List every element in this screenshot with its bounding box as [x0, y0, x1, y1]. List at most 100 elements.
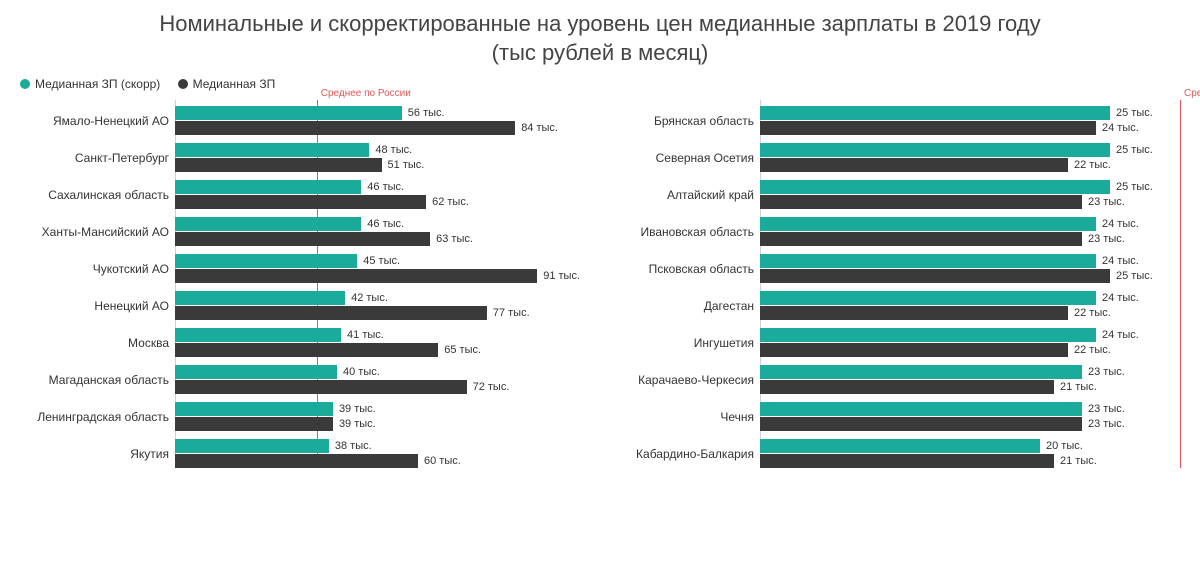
bar-wrap-series1: 24 тыс.	[760, 254, 1180, 268]
bar-wrap-series2: 22 тыс.	[760, 306, 1180, 320]
bar-value-series2: 84 тыс.	[521, 122, 558, 134]
bar-series1	[175, 180, 361, 194]
bars-cell: 24 тыс. 25 тыс.	[760, 254, 1180, 283]
bars-cell: 23 тыс.23 тыс.	[760, 402, 1180, 431]
chart-row: Дагестан24 тыс.22 тыс.	[620, 291, 1180, 320]
bar-value-series2: 22 тыс.	[1074, 344, 1111, 356]
bar-value-series1: 46 тыс.	[367, 181, 404, 193]
bar-series2	[175, 121, 515, 135]
legend-swatch-series2	[178, 79, 188, 89]
bar-wrap-series1: 25 тыс.	[760, 180, 1180, 194]
chart-row: Магаданская область40 тыс.72 тыс.	[20, 365, 580, 394]
row-label: Ингушетия	[620, 336, 760, 350]
bar-series2	[175, 454, 418, 468]
bar-series2	[175, 306, 487, 320]
bar-series1	[760, 365, 1082, 379]
bar-wrap-series1: 25 тыс.	[760, 106, 1180, 120]
row-label: Сахалинская область	[20, 188, 175, 202]
bar-wrap-series2: 21 тыс.	[760, 454, 1180, 468]
title-line1: Номинальные и скорректированные на урове…	[159, 11, 1040, 36]
bar-value-series2: 51 тыс.	[388, 159, 425, 171]
row-label: Ненецкий АО	[20, 299, 175, 313]
bar-series2	[175, 417, 333, 431]
chart-row: Ингушетия24 тыс. 22 тыс.	[620, 328, 1180, 357]
reference-line	[1180, 100, 1181, 468]
bars-cell: 24 тыс. 22 тыс.	[760, 291, 1180, 320]
bars-cell: 38 тыс.60 тыс.	[175, 439, 580, 468]
row-label: Ивановская область	[620, 225, 760, 239]
row-label: Москва	[20, 336, 175, 350]
bar-value-series2: 22 тыс.	[1074, 159, 1111, 171]
bar-value-series1: 25 тыс.	[1116, 144, 1153, 156]
bar-series2	[175, 269, 537, 283]
row-label: Кабардино-Балкария	[620, 447, 760, 461]
bar-value-series2: 62 тыс.	[432, 196, 469, 208]
rows: Среднее по РоссииЯмало-Ненецкий АО56 тыс…	[20, 100, 580, 468]
bar-wrap-series2: 25 тыс.	[760, 269, 1180, 283]
bar-series1	[760, 402, 1082, 416]
bar-value-series2: 21 тыс.	[1060, 455, 1097, 467]
bar-series1	[175, 106, 402, 120]
bar-value-series1: 24 тыс.	[1102, 292, 1139, 304]
bar-series2	[175, 232, 430, 246]
bar-wrap-series2: 23 тыс.	[760, 417, 1180, 431]
bar-value-series2: 23 тыс.	[1088, 196, 1125, 208]
bar-series1	[760, 439, 1040, 453]
bar-series2	[760, 380, 1054, 394]
bar-series1	[175, 328, 341, 342]
bar-wrap-series1: 24 тыс.	[760, 217, 1180, 231]
bar-series2	[175, 158, 382, 172]
bar-wrap-series2: 84 тыс.	[175, 121, 580, 135]
bar-series2	[760, 454, 1054, 468]
bar-value-series2: 65 тыс.	[444, 344, 481, 356]
chart-row: Сахалинская область 46 тыс. 62 тыс.	[20, 180, 580, 209]
bar-value-series2: 91 тыс.	[543, 270, 580, 282]
row-label: Карачаево-Черкесия	[620, 373, 760, 387]
chart-row: Ленинградская область39 тыс.39 тыс.	[20, 402, 580, 431]
bar-value-series1: 40 тыс.	[343, 366, 380, 378]
bar-series1	[760, 254, 1096, 268]
bar-wrap-series1: 25 тыс.	[760, 143, 1180, 157]
bars-cell: 48 тыс.51 тыс.	[175, 143, 580, 172]
bar-series1	[175, 402, 333, 416]
chart-row: Северная Осетия25 тыс.22 тыс.	[620, 143, 1180, 172]
bar-series2	[760, 232, 1082, 246]
bars-cell: 24 тыс.23 тыс.	[760, 217, 1180, 246]
bar-series2	[760, 269, 1110, 283]
bar-value-series1: 23 тыс.	[1088, 366, 1125, 378]
bar-wrap-series1: 56 тыс.	[175, 106, 580, 120]
row-label: Ленинградская область	[20, 410, 175, 424]
bars-cell: 46 тыс. 62 тыс.	[175, 180, 580, 209]
chart-row: Псковская область24 тыс.25 тыс.	[620, 254, 1180, 283]
row-label: Якутия	[20, 447, 175, 461]
bar-series1	[760, 291, 1096, 305]
bar-series1	[760, 143, 1110, 157]
bar-value-series1: 24 тыс.	[1102, 255, 1139, 267]
bars-cell: 24 тыс. 22 тыс.	[760, 328, 1180, 357]
bar-wrap-series2: 22 тыс.	[760, 343, 1180, 357]
bar-value-series1: 25 тыс.	[1116, 107, 1153, 119]
legend-item-series1: Медианная ЗП (скорр)	[20, 77, 160, 91]
bar-wrap-series1: 20 тыс.	[760, 439, 1180, 453]
bars-cell: 46 тыс.63 тыс.	[175, 217, 580, 246]
bar-series2	[760, 158, 1068, 172]
bars-cell: 40 тыс.72 тыс.	[175, 365, 580, 394]
bar-series2	[760, 343, 1068, 357]
reference-label: Среднее по России	[321, 88, 411, 99]
chart-row: Ненецкий АО42 тыс.77 тыс.	[20, 291, 580, 320]
bar-value-series1: 20 тыс.	[1046, 440, 1083, 452]
bar-wrap-series1: 46 тыс.	[175, 217, 580, 231]
bar-value-series2: 22 тыс.	[1074, 307, 1111, 319]
bar-wrap-series2: 62 тыс.	[175, 195, 580, 209]
bar-wrap-series1: 24 тыс.	[760, 328, 1180, 342]
bar-value-series1: 56 тыс.	[408, 107, 445, 119]
bar-value-series2: 60 тыс.	[424, 455, 461, 467]
bar-wrap-series2: 60 тыс.	[175, 454, 580, 468]
bar-value-series1: 46 тыс.	[367, 218, 404, 230]
bar-value-series1: 25 тыс.	[1116, 181, 1153, 193]
bars-cell: 25 тыс. 23 тыс.	[760, 180, 1180, 209]
bar-series1	[175, 439, 329, 453]
bar-value-series2: 23 тыс.	[1088, 418, 1125, 430]
chart-row: Чечня23 тыс.23 тыс.	[620, 402, 1180, 431]
bar-value-series2: 39 тыс.	[339, 418, 376, 430]
